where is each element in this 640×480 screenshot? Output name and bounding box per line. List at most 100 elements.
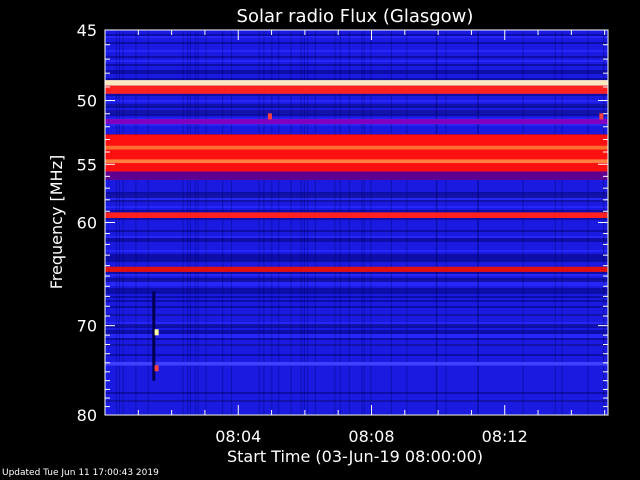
noise-row [105,192,608,194]
spot [154,329,159,336]
noise-column [258,30,260,415]
noise-row [105,200,608,202]
noise-row [105,336,608,338]
noise-row [105,354,608,356]
noise-column [122,30,124,415]
noise-row [105,64,608,66]
noise-column [436,30,438,415]
band [105,212,608,219]
noise-row [105,324,608,326]
noise-row [105,72,608,74]
noise-column [182,30,184,415]
noise-row [105,36,608,38]
chart-title: Solar radio Flux (Glasgow) [237,6,474,27]
noise-column [222,30,224,415]
noise-row [105,50,608,52]
noise-row [105,274,608,276]
noise-column [478,30,480,415]
noise-row [105,256,608,258]
spot [154,365,159,372]
noise-row [105,210,608,212]
y-tick-label: 60 [77,214,97,233]
noise-column [554,30,556,415]
noise-row [105,272,608,274]
noise-column [361,30,363,415]
plot-area [105,30,608,415]
noise-row [105,112,608,114]
noise-row [105,278,608,280]
noise-row [105,94,608,96]
noise-row [105,194,608,196]
noise-row [105,392,608,394]
noise-column [314,30,316,415]
noise-row [105,292,608,294]
noise-row [105,230,608,232]
noise-column [187,30,189,415]
noise-column [334,30,336,415]
noise-column [303,30,305,415]
noise-column [370,30,372,415]
noise-row [105,198,608,200]
noise-row [105,106,608,108]
noise-column [205,30,207,415]
noise-column [194,30,196,415]
noise-column [263,30,265,415]
noise-row [105,290,608,292]
noise-column [406,30,408,415]
spot [599,113,604,120]
noise-row [105,114,608,116]
noise-row [105,330,608,332]
noise-column [115,30,117,415]
noise-column [445,30,447,415]
noise-row [105,70,608,72]
noise-row [105,338,608,340]
noise-row [105,60,608,62]
noise-column [348,30,350,415]
noise-row [105,100,608,102]
noise-row [105,250,608,252]
noise-row [105,218,608,220]
noise-column [561,30,563,415]
noise-column [363,30,365,415]
noise-row [105,282,608,284]
noise-column [477,30,479,415]
noise-column [300,30,302,415]
noise-row [105,110,608,112]
noise-row [105,300,608,302]
noise-row [105,104,608,106]
noise-row [105,280,608,282]
y-tick-label: 80 [77,406,97,425]
noise-column [339,30,341,415]
noise-row [105,124,608,126]
noise-row [105,236,608,238]
noise-column [231,30,233,415]
noise-row [105,296,608,298]
noise-row [105,332,608,334]
noise-row [105,334,608,336]
band [105,266,608,272]
noise-row [105,284,608,286]
noise-column [435,30,437,415]
x-axis-label: Start Time (03-Jun-19 08:00:00) [227,447,483,466]
x-tick-label: 08:04 [215,427,261,446]
noise-column [587,30,589,415]
y-axis-label: Frequency [MHz] [47,155,66,289]
band [105,361,608,366]
band [105,171,608,180]
noise-column [522,30,524,415]
noise-row [105,196,608,198]
noise-column [197,30,199,415]
band [105,85,608,94]
noise-row [105,326,608,328]
noise-row [105,238,608,240]
noise-column [278,30,280,415]
band [105,134,608,172]
noise-column [135,30,137,415]
noise-row [105,322,608,324]
noise-row [105,34,608,36]
spot [267,113,272,120]
band [105,118,608,125]
noise-row [105,240,608,242]
noise-row [105,206,608,208]
